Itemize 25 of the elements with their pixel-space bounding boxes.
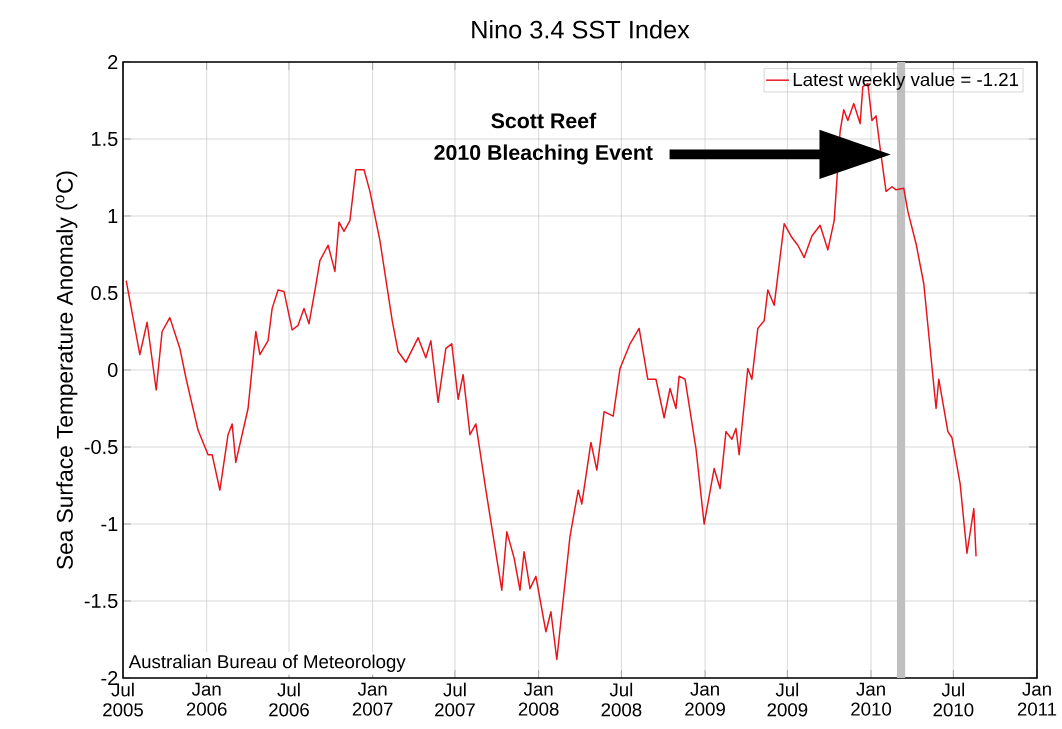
y-axis-title: Sea Surface Temperature Anomaly ($^{o}$C) xyxy=(55,171,78,569)
x-tick-label: Jul 2010 xyxy=(933,682,974,717)
x-tick-label: Jan 2011 xyxy=(1017,682,1057,716)
x-tick-label: Jan 2006 xyxy=(186,682,227,716)
chart-title: Nino 3.4 SST Index xyxy=(472,20,690,39)
annotation: Scott Reef xyxy=(491,112,597,129)
x-tick-label: Jul 2009 xyxy=(767,682,808,717)
x-tick-label: Jul 2008 xyxy=(601,682,642,717)
x-tick-label: Jan 2010 xyxy=(851,682,892,716)
x-tick-label: Jan 2007 xyxy=(352,682,393,716)
y-tick-label: 1 xyxy=(108,209,118,223)
x-tick-label: Jul 2007 xyxy=(435,682,475,717)
y-tick-label: 0.5 xyxy=(91,285,118,301)
y-tick-label: 2 xyxy=(108,55,118,69)
y-tick-label: 1.5 xyxy=(92,132,118,146)
annotation: 2010 Bleaching Event xyxy=(434,144,653,165)
y-tick-label: -0.5 xyxy=(84,439,118,455)
y-tick-label: -1 xyxy=(101,517,118,531)
y-tick-label: 0 xyxy=(107,362,118,378)
x-tick-label: Jan 2008 xyxy=(518,682,559,716)
x-tick-label: Jan 2009 xyxy=(685,682,725,716)
y-tick-label: -1.5 xyxy=(84,594,118,608)
legend-label: Latest weekly value = -1.21 xyxy=(793,72,1019,90)
annotation: Australian Bureau of Meteorology xyxy=(128,654,406,672)
x-tick-label: Jul 2006 xyxy=(269,682,309,717)
